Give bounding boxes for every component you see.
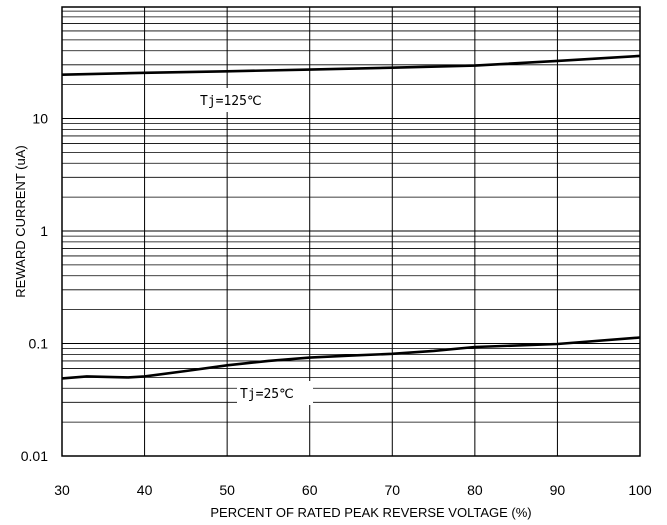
x-tick-label: 80 xyxy=(467,482,483,498)
annotations: Tj=125℃ Tj=25℃ xyxy=(197,88,313,405)
y-tick-label: 1 xyxy=(40,223,48,239)
series-line-tj-125 xyxy=(61,54,641,76)
series-label-tj-25: Tj=25℃ xyxy=(240,387,294,402)
x-axis-title: PERCENT OF RATED PEAK REVERSE VOLTAGE (%… xyxy=(210,505,531,520)
x-tick-label: 50 xyxy=(219,482,235,498)
x-tick-label: 70 xyxy=(384,482,400,498)
y-tick-label: 0.1 xyxy=(29,336,49,352)
y-tick-labels: 0.01 0.1 1 10 xyxy=(21,111,48,465)
grid xyxy=(61,7,641,457)
annotation-bg xyxy=(197,88,279,112)
plot-frame xyxy=(61,6,641,457)
y-tick-label: 0.01 xyxy=(21,448,48,464)
x-tick-label: 40 xyxy=(137,482,153,498)
x-tick-labels: 30 40 50 60 70 80 90 100 xyxy=(54,482,652,498)
series-line-tj-25 xyxy=(61,336,641,380)
series-layer xyxy=(61,54,641,380)
x-tick-label: 100 xyxy=(628,482,652,498)
y-axis-title: REWARD CURRENT (uA) xyxy=(13,145,28,297)
series-label-tj-125: Tj=125℃ xyxy=(200,94,262,109)
x-tick-label: 30 xyxy=(54,482,70,498)
x-tick-label: 60 xyxy=(302,482,318,498)
x-tick-label: 90 xyxy=(550,482,566,498)
y-tick-label: 10 xyxy=(32,111,48,127)
annotation-bg xyxy=(237,381,313,405)
